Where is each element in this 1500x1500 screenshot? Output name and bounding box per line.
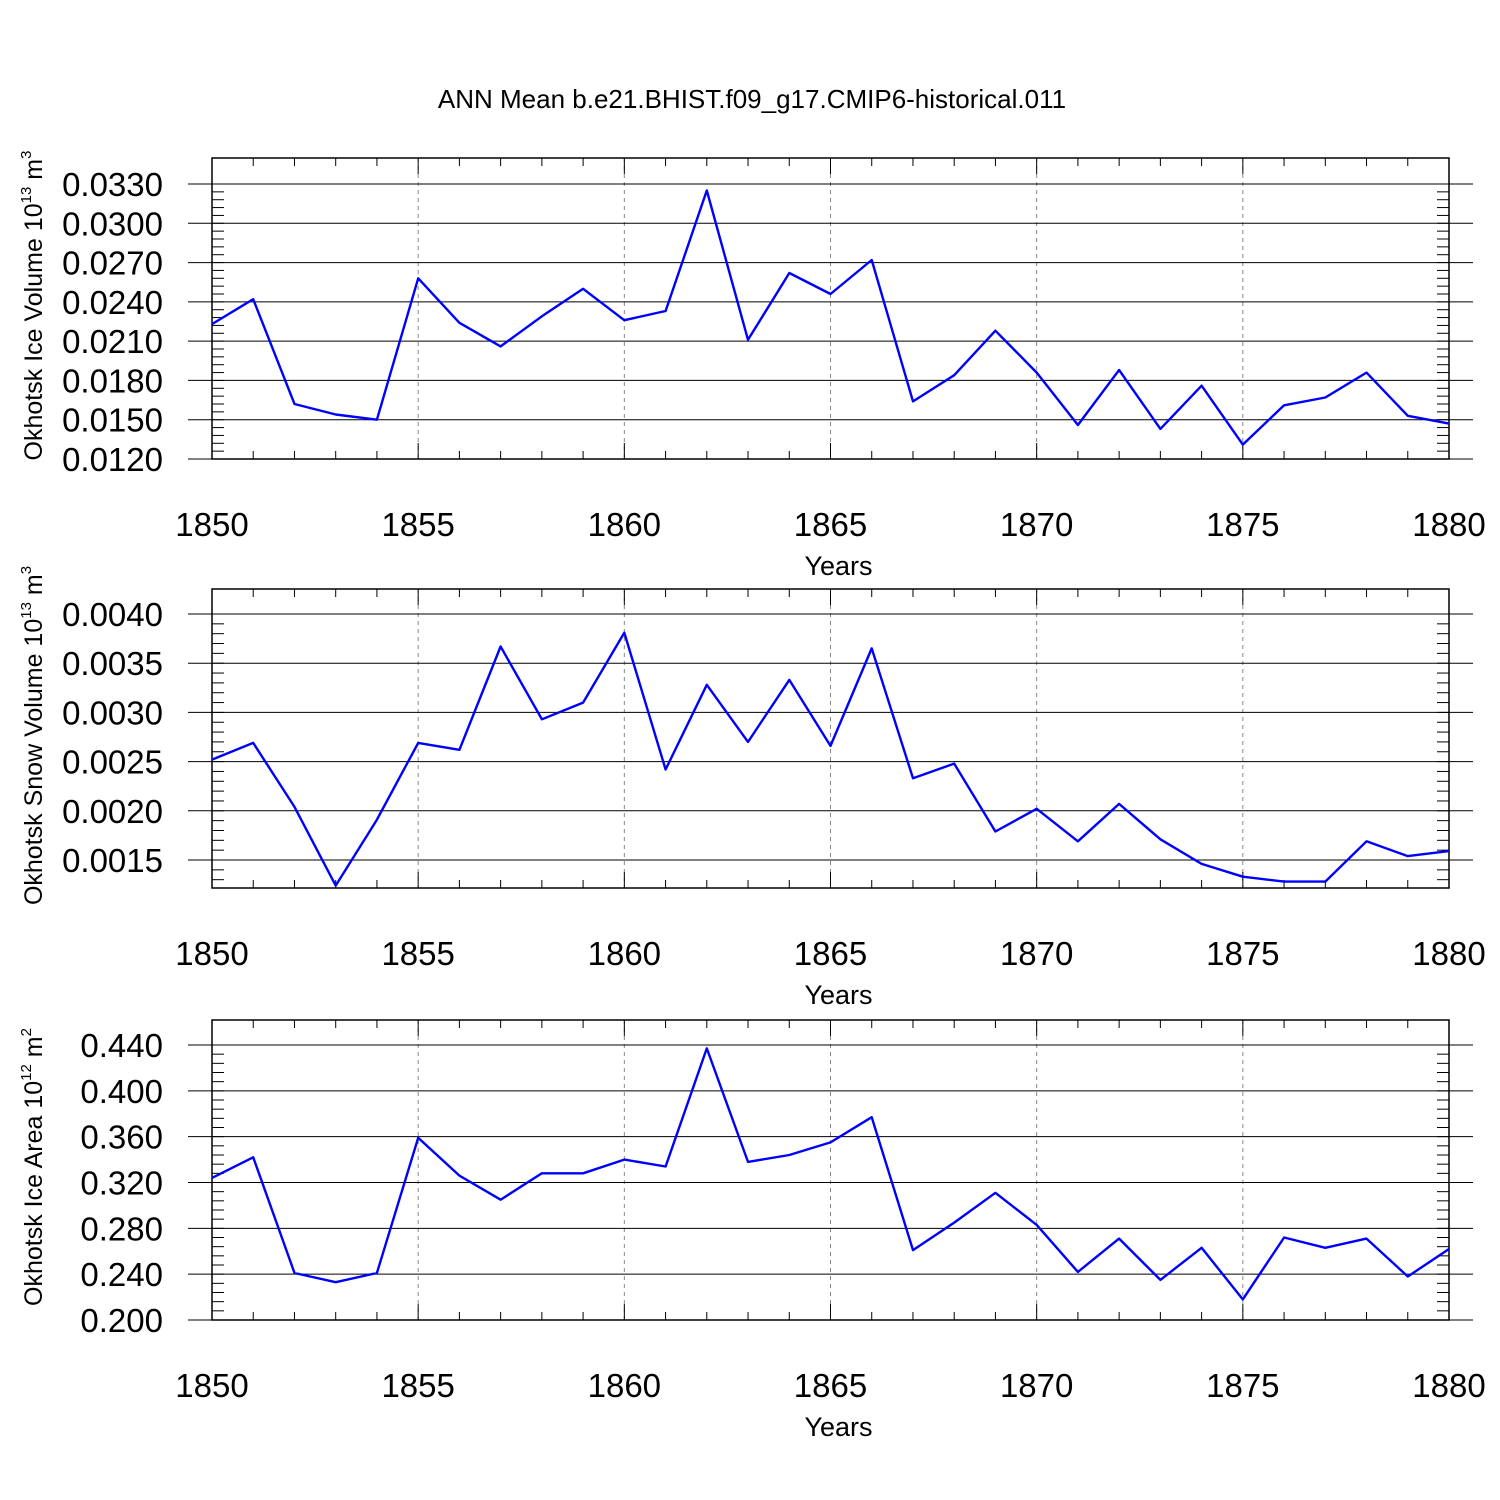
plot-frame (211, 1019, 1450, 1321)
y-tick-label: 0.0035 (62, 645, 163, 682)
x-tick-label: 1860 (588, 935, 661, 972)
y-axis-label-unit-exponent: 2 (18, 1028, 35, 1036)
y-axis-label-unit: m (20, 574, 48, 602)
plot-frame (211, 157, 1450, 460)
y-tick-label: 0.320 (80, 1165, 163, 1202)
y-axis-label: Okhotsk Ice Volume 1013 m3 (18, 151, 48, 461)
plot-frame (211, 588, 1450, 889)
x-tick-label: 1865 (794, 935, 867, 972)
y-axis-label-unit-exponent: 3 (18, 151, 35, 159)
x-tick-label: 1870 (1000, 506, 1073, 543)
y-tick-label: 0.0025 (62, 744, 163, 781)
y-tick-label: 0.240 (80, 1256, 163, 1293)
x-axis-label: Years (804, 1412, 872, 1442)
y-axis-label: Okhotsk Snow Volume 1013 m3 (18, 566, 48, 905)
x-tick-label: 1850 (175, 1367, 248, 1404)
snow-volume-panel: 1850 1855 1860 1865 1870 1875 1880 Years 0.0015 0… (18, 566, 1486, 1010)
x-tick-label: 1860 (588, 506, 661, 543)
x-tick-label: 1880 (1412, 506, 1485, 543)
x-tick-label: 1855 (381, 1367, 454, 1404)
y-tick-label: 0.0030 (62, 694, 163, 731)
x-tick-label: 1870 (1000, 1367, 1073, 1404)
y-axis-label-text: Okhotsk Ice Area 10 (20, 1081, 48, 1306)
x-tick-label: 1875 (1206, 935, 1279, 972)
y-tick-label: 0.280 (80, 1210, 163, 1247)
y-axis-label-text: Okhotsk Snow Volume 10 (20, 619, 48, 905)
y-axis-label-exponent: 13 (18, 187, 35, 204)
y-tick-label: 0.200 (80, 1302, 163, 1339)
y-axis-label-text: Okhotsk Ice Volume 10 (20, 203, 48, 460)
x-tick-label: 1880 (1412, 935, 1485, 972)
x-tick-label: 1865 (794, 506, 867, 543)
y-tick-label: 0.0040 (62, 596, 163, 633)
y-tick-label: 0.0210 (62, 323, 163, 360)
y-tick-label: 0.0150 (62, 402, 163, 439)
ice-area-panel: 1850 1855 1860 1865 1870 1875 1880 Years 0.200 0.… (18, 1019, 1486, 1442)
x-tick-label: 1875 (1206, 506, 1279, 543)
y-tick-label: 0.0020 (62, 793, 163, 830)
x-axis-label: Years (804, 980, 872, 1010)
y-tick-label: 0.440 (80, 1027, 163, 1064)
x-tick-label: 1860 (588, 1367, 661, 1404)
ice-volume-panel: 1850 1855 1860 1865 1870 1875 1880Years0.01200… (18, 151, 1486, 581)
figure-title: ANN Mean b.e21.BHIST.f09_g17.CMIP6-histo… (438, 84, 1066, 114)
y-tick-label: 0.0330 (62, 166, 163, 203)
y-tick-label: 0.0015 (62, 842, 163, 879)
y-axis-label-exponent: 12 (18, 1064, 35, 1081)
x-tick-label: 1850 (175, 935, 248, 972)
y-tick-label: 0.0240 (62, 284, 163, 321)
y-tick-label: 0.0180 (62, 362, 163, 399)
x-tick-label: 1855 (381, 506, 454, 543)
y-tick-label: 0.360 (80, 1119, 163, 1156)
x-tick-label: 1870 (1000, 935, 1073, 972)
y-axis-label-unit-exponent: 3 (18, 566, 35, 574)
x-axis-label: Years (804, 551, 872, 581)
x-tick-label: 1875 (1206, 1367, 1279, 1404)
x-tick-label: 1865 (794, 1367, 867, 1404)
x-tick-label: 1880 (1412, 1367, 1485, 1404)
x-tick-label: 1850 (175, 506, 248, 543)
y-axis-label-unit: m (20, 1036, 48, 1064)
y-tick-label: 0.0300 (62, 205, 163, 242)
y-axis-label: Okhotsk Ice Area 1012 m2 (18, 1028, 48, 1306)
y-axis-label-exponent: 13 (18, 602, 35, 619)
y-tick-label: 0.0270 (62, 245, 163, 282)
y-tick-label: 0.0120 (62, 441, 163, 478)
y-axis-label-unit: m (20, 159, 48, 187)
y-tick-label: 0.400 (80, 1073, 163, 1110)
x-tick-label: 1855 (381, 935, 454, 972)
